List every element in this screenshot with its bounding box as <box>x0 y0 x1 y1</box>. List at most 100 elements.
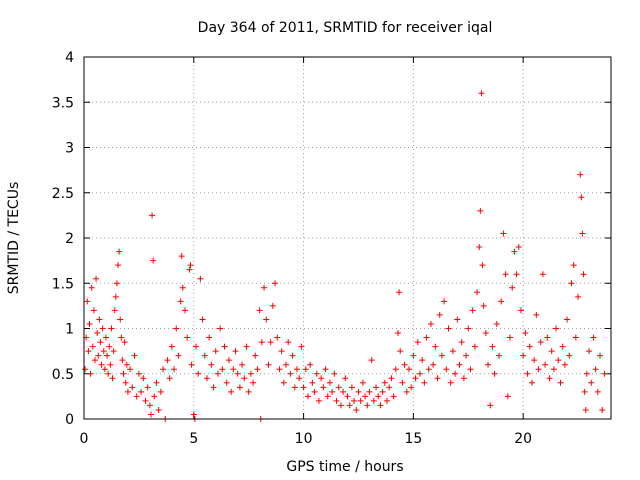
data-point <box>434 375 441 382</box>
data-point <box>533 311 540 318</box>
data-point <box>285 339 292 346</box>
data-point <box>291 384 298 391</box>
data-point <box>353 406 360 413</box>
data-point <box>502 271 509 278</box>
data-point <box>588 379 595 386</box>
data-point <box>201 352 208 359</box>
data-point <box>208 361 215 368</box>
x-tick-label: 10 <box>295 431 313 447</box>
data-point <box>546 375 553 382</box>
data-point <box>247 370 254 377</box>
data-point <box>337 402 344 409</box>
data-point <box>564 316 571 323</box>
data-point <box>287 370 294 377</box>
data-point <box>500 230 507 237</box>
data-point <box>493 320 500 327</box>
data-point <box>548 348 555 355</box>
data-point <box>232 348 239 355</box>
data-point <box>302 366 309 373</box>
data-point <box>449 348 456 355</box>
data-point <box>315 397 322 404</box>
x-tick-label: 5 <box>189 431 198 447</box>
data-point <box>496 352 503 359</box>
data-point <box>454 316 461 323</box>
data-point <box>298 343 305 350</box>
data-point <box>190 411 197 418</box>
data-point <box>340 388 347 395</box>
data-point <box>396 289 403 296</box>
data-point <box>121 339 128 346</box>
data-point <box>476 244 483 251</box>
data-point <box>184 334 191 341</box>
data-point <box>485 361 492 368</box>
data-point <box>504 393 511 400</box>
data-point <box>187 262 194 269</box>
data-point <box>430 361 437 368</box>
data-points <box>82 90 608 422</box>
data-point <box>318 375 325 382</box>
data-point <box>408 384 415 391</box>
data-point <box>118 334 125 341</box>
y-tick-label: 2 <box>65 231 74 247</box>
data-point <box>590 334 597 341</box>
data-point <box>423 334 430 341</box>
data-point <box>579 230 586 237</box>
data-point <box>115 262 122 269</box>
data-point <box>346 402 353 409</box>
data-point <box>320 384 327 391</box>
data-point <box>425 366 432 373</box>
data-point <box>373 384 380 391</box>
y-tick-label: 0 <box>65 412 74 428</box>
data-point <box>151 393 158 400</box>
data-point <box>124 388 131 395</box>
data-point <box>234 370 241 377</box>
data-point <box>544 334 551 341</box>
data-point <box>441 298 448 305</box>
data-point <box>100 348 107 355</box>
data-point <box>557 379 564 386</box>
data-point <box>395 330 402 337</box>
data-point <box>225 357 232 364</box>
data-point <box>195 370 202 377</box>
data-point <box>241 375 248 382</box>
data-point <box>245 388 252 395</box>
data-point <box>477 207 484 214</box>
data-point <box>421 379 428 386</box>
data-point <box>133 393 140 400</box>
data-point <box>344 393 351 400</box>
data-point <box>570 262 577 269</box>
data-point <box>123 361 130 368</box>
data-point <box>456 361 463 368</box>
data-point <box>135 370 142 377</box>
data-point <box>254 366 261 373</box>
data-point <box>116 248 123 255</box>
data-point <box>192 343 199 350</box>
data-point <box>452 370 459 377</box>
tick-labels: 0 0.5 1 1.5 2 2.5 3 3.5 4 0 5 10 15 20 <box>52 50 532 447</box>
data-point <box>594 388 601 395</box>
data-point <box>416 370 423 377</box>
data-point <box>289 352 296 359</box>
data-point <box>597 352 604 359</box>
data-point <box>95 352 102 359</box>
data-point <box>568 280 575 287</box>
data-point <box>326 379 333 386</box>
data-point <box>105 370 112 377</box>
data-point <box>110 348 117 355</box>
data-point <box>566 352 573 359</box>
data-point <box>104 352 111 359</box>
data-point <box>177 298 184 305</box>
data-point <box>331 370 338 377</box>
data-point <box>478 90 485 97</box>
data-point <box>304 393 311 400</box>
data-point <box>342 375 349 382</box>
data-point <box>236 384 243 391</box>
data-point <box>98 361 105 368</box>
data-point <box>296 375 303 382</box>
data-point <box>539 271 546 278</box>
data-point <box>438 352 445 359</box>
data-point <box>370 397 377 404</box>
data-point <box>460 375 467 382</box>
data-point <box>175 352 182 359</box>
data-point <box>99 325 106 332</box>
